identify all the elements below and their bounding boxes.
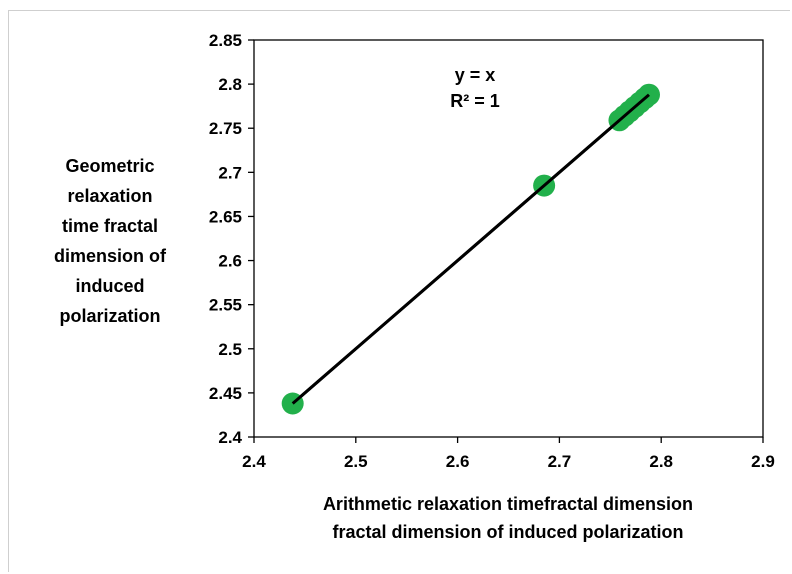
tick-labels: 2.4 2.45 2.5 2.55 2.6 2.65 2.7 2.75 2.8 2.85 2.4 2.… bbox=[209, 31, 775, 471]
x-tick-label: 2.7 bbox=[548, 452, 572, 471]
x-tick-label: 2.4 bbox=[242, 452, 266, 471]
y-axis-label-line: polarization bbox=[59, 306, 160, 326]
y-tick-label: 2.55 bbox=[209, 296, 242, 315]
x-axis-label-line: fractal dimension of induced polarizatio… bbox=[332, 522, 683, 542]
y-tick-label: 2.6 bbox=[218, 252, 242, 271]
y-axis-label-line: relaxation bbox=[67, 186, 152, 206]
data-points bbox=[281, 83, 660, 415]
y-tick-label: 2.65 bbox=[209, 207, 242, 226]
x-axis-label: Arithmetic relaxation timefractal dimens… bbox=[323, 494, 693, 542]
r-squared-label: R² = 1 bbox=[450, 91, 500, 111]
x-axis-label-line: Arithmetic relaxation timefractal dimens… bbox=[323, 494, 693, 514]
y-tick-label: 2.4 bbox=[218, 428, 242, 447]
chart-frame bbox=[8, 10, 790, 572]
axes bbox=[248, 39, 764, 443]
x-tick-label: 2.8 bbox=[649, 452, 673, 471]
y-tick-label: 2.5 bbox=[218, 340, 242, 359]
y-tick-label: 2.8 bbox=[218, 75, 242, 94]
equation-label: y = x bbox=[455, 65, 496, 85]
y-axis-label-line: induced bbox=[75, 276, 144, 296]
y-tick-label: 2.85 bbox=[209, 31, 242, 50]
trendline-overlay bbox=[291, 93, 650, 405]
y-axis-label-line: Geometric bbox=[65, 156, 154, 176]
plot-area bbox=[253, 39, 764, 438]
y-axis-label-line: dimension of bbox=[54, 246, 167, 266]
x-tick-label: 2.5 bbox=[344, 452, 368, 471]
y-tick-label: 2.7 bbox=[218, 163, 242, 182]
y-axis-label: Geometric relaxation time fractal dimension… bbox=[54, 156, 167, 326]
y-tick-label: 2.45 bbox=[209, 384, 242, 403]
y-tick-label: 2.75 bbox=[209, 119, 242, 138]
y-axis-label-line: time fractal bbox=[62, 216, 158, 236]
x-tick-label: 2.9 bbox=[751, 452, 775, 471]
x-tick-label: 2.6 bbox=[446, 452, 470, 471]
